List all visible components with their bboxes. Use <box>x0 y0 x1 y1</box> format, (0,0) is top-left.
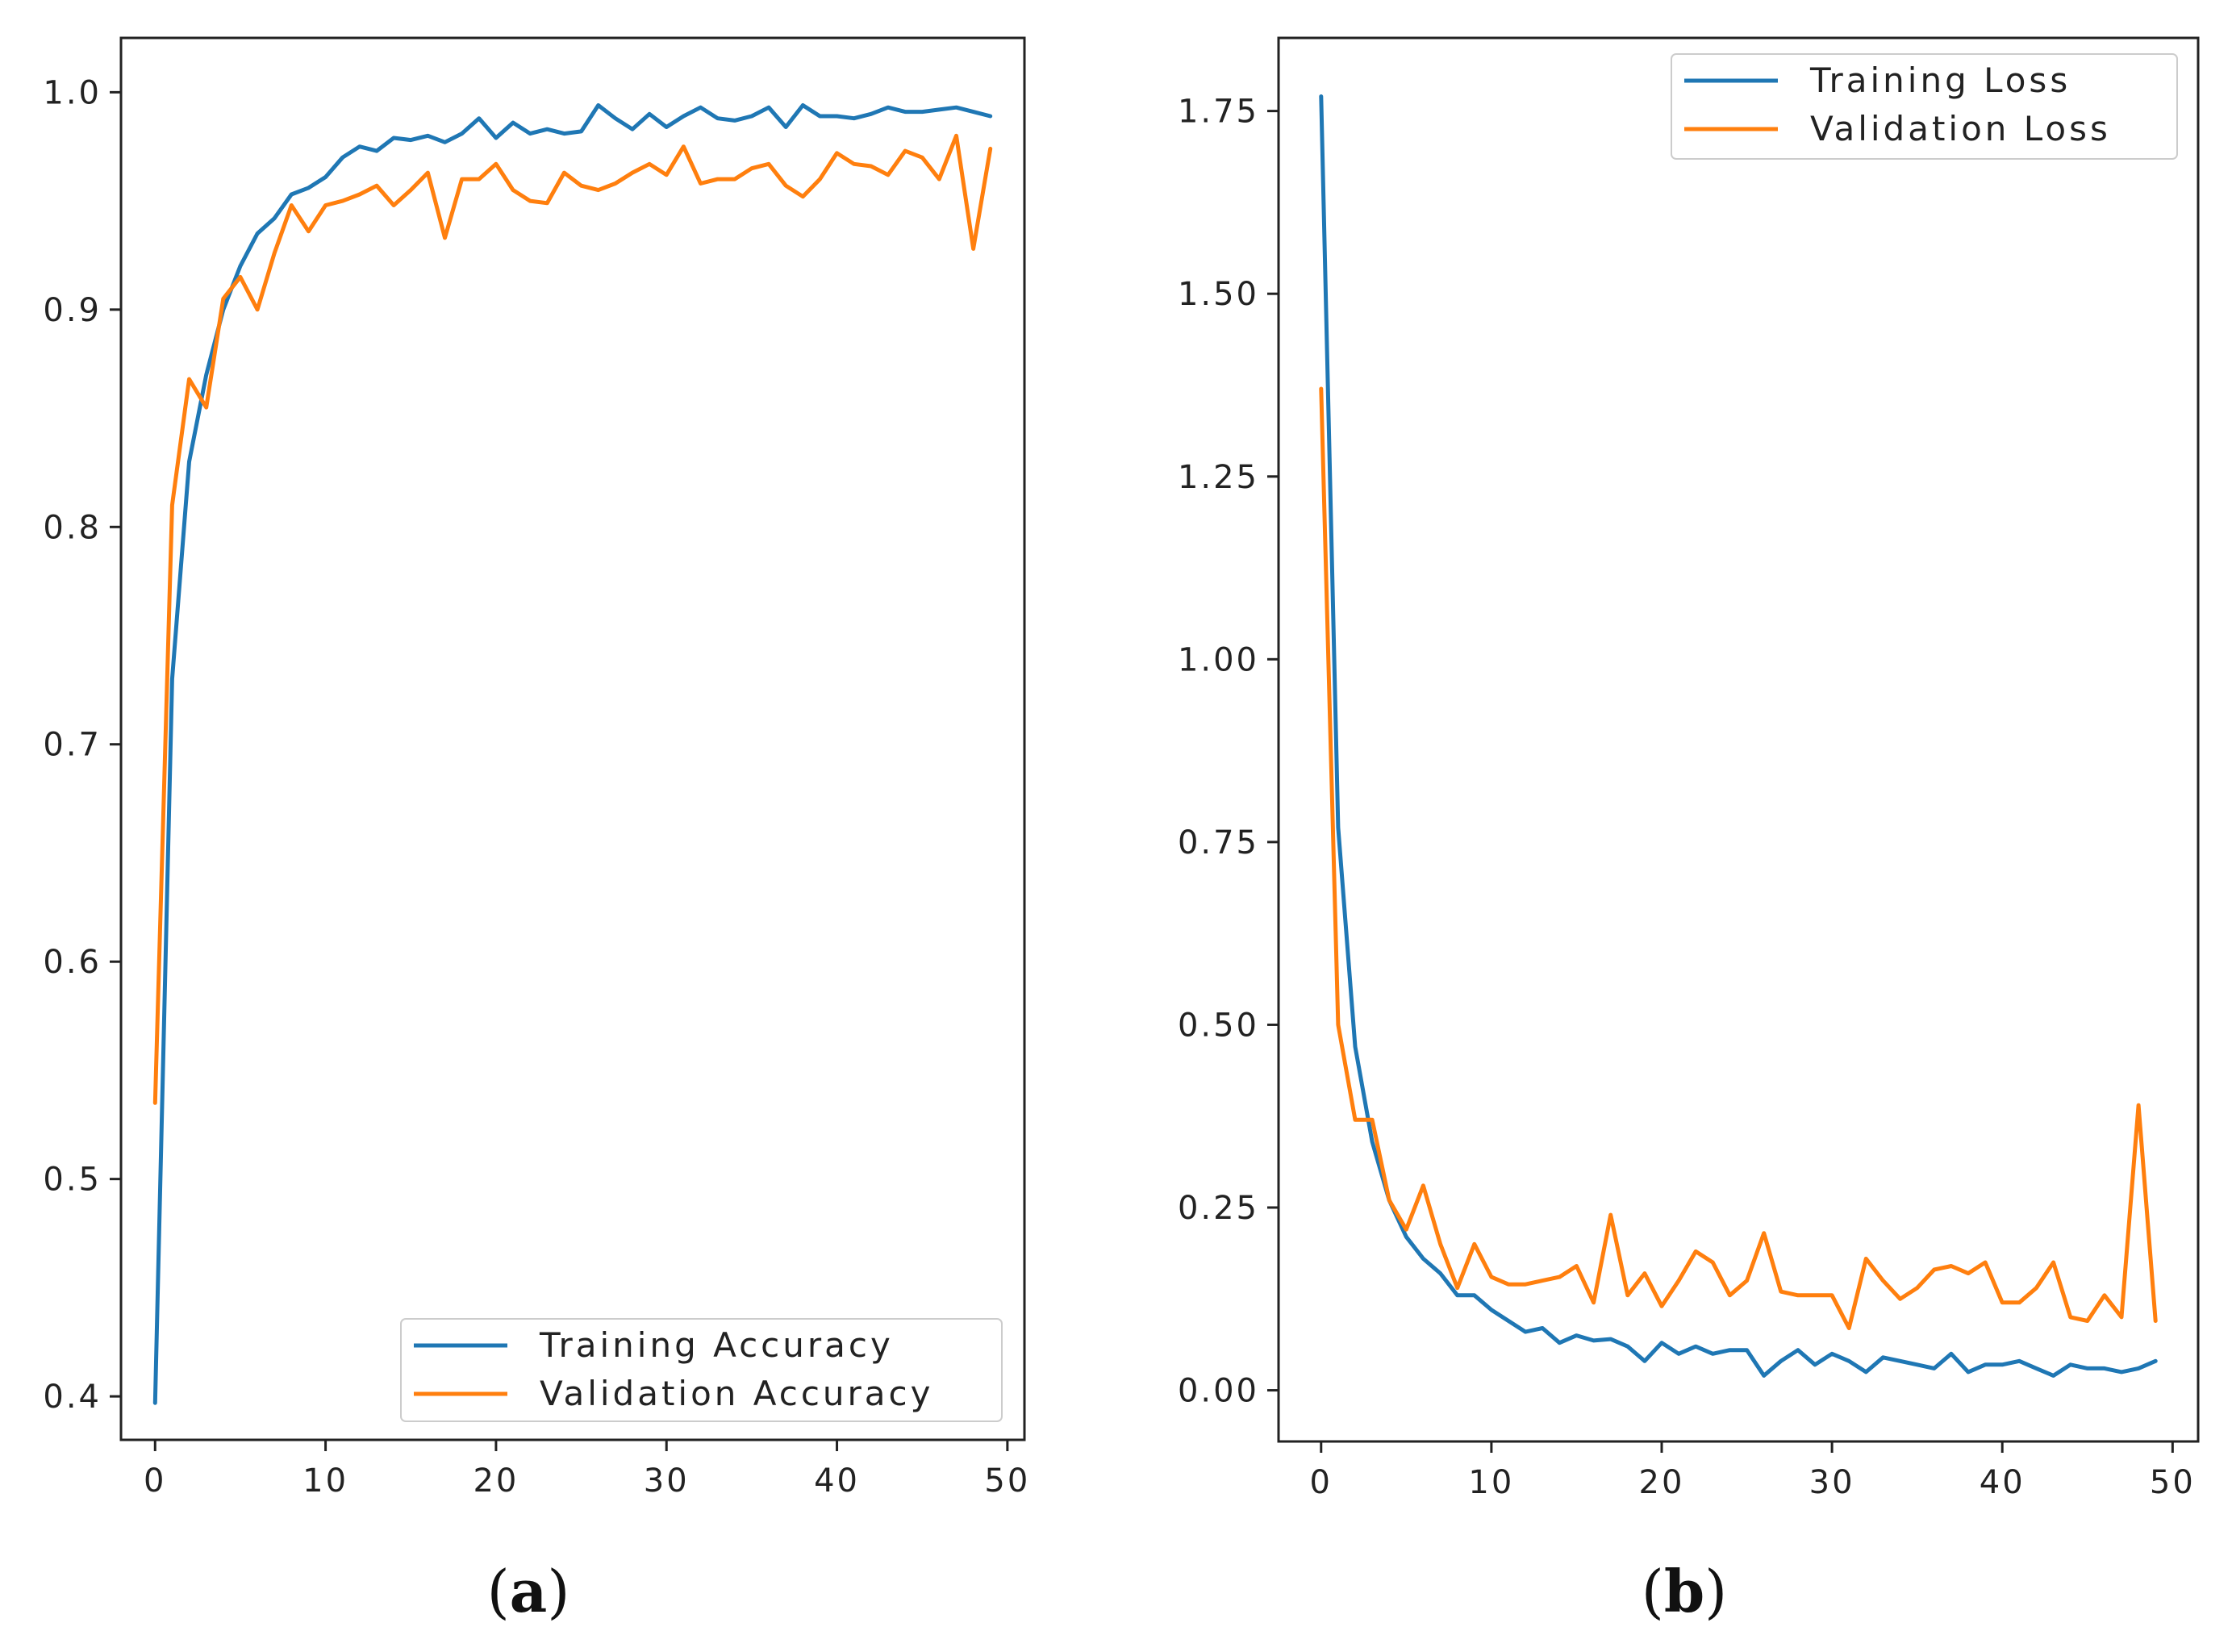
accuracy-plot-frame <box>119 36 1026 1441</box>
accuracy-xtick-label: 20 <box>473 1462 519 1500</box>
loss-y-axis: 0.00 0.25 0.50 0.75 1.00 1.25 1.50 1.75 <box>1178 94 1279 1410</box>
loss-ytick-label: 1.25 <box>1178 459 1259 496</box>
validation-loss-legend-label: Validation Loss <box>1810 109 2111 148</box>
accuracy-xtick-label: 30 <box>644 1462 690 1500</box>
loss-ytick-label: 1.75 <box>1178 94 1259 131</box>
accuracy-chart: 0.4 0.5 0.6 0.7 0.8 0.9 1.0 0 10 20 30 40 50 Traini… <box>43 36 1030 1500</box>
loss-plot-frame <box>1277 36 2200 1443</box>
caption-a-letter: a <box>510 1557 548 1625</box>
loss-lines <box>1319 94 2158 1378</box>
accuracy-xtick-label: 10 <box>302 1462 348 1500</box>
loss-xtick-label: 0 <box>1310 1464 1333 1501</box>
accuracy-ytick-label: 0.6 <box>43 944 102 981</box>
loss-chart: 0.00 0.25 0.50 0.75 1.00 1.25 1.50 1.75 0 10 20 30… <box>1178 36 2200 1501</box>
loss-xtick-label: 30 <box>1809 1464 1855 1501</box>
loss-ytick-label: 0.00 <box>1178 1373 1259 1410</box>
accuracy-xtick-label: 0 <box>144 1462 166 1500</box>
caption-a: (a) <box>487 1557 570 1625</box>
loss-x-axis: 0 10 20 30 40 50 <box>1310 1441 2196 1501</box>
loss-ytick-label: 0.75 <box>1178 824 1259 861</box>
validation-accuracy-line <box>152 133 993 1105</box>
accuracy-ytick-label: 1.0 <box>43 74 102 111</box>
accuracy-ytick-label: 0.7 <box>43 727 102 764</box>
accuracy-xtick-label: 40 <box>814 1462 860 1500</box>
loss-xtick-label: 40 <box>1980 1464 2025 1501</box>
loss-legend: Training Loss Validation Loss <box>1671 53 2178 160</box>
training-accuracy-legend-label: Training Accuracy <box>539 1325 894 1365</box>
loss-xtick-label: 20 <box>1639 1464 1685 1501</box>
loss-xtick-label: 50 <box>2150 1464 2196 1501</box>
accuracy-y-axis: 0.4 0.5 0.6 0.7 0.8 0.9 1.0 <box>43 74 121 1416</box>
accuracy-ytick-label: 0.9 <box>43 292 102 329</box>
accuracy-legend: Training Accuracy Validation Accuracy <box>400 1318 1003 1422</box>
loss-xtick-label: 10 <box>1468 1464 1514 1501</box>
training-loss-line <box>1319 94 2158 1378</box>
accuracy-x-axis: 0 10 20 30 40 50 <box>144 1440 1030 1500</box>
caption-b: (b) <box>1642 1557 1728 1625</box>
accuracy-legend-box <box>400 1318 1003 1422</box>
loss-legend-box <box>1671 53 2178 160</box>
accuracy-xtick-label: 50 <box>984 1462 1030 1500</box>
accuracy-ytick-label: 0.8 <box>43 509 102 546</box>
validation-accuracy-legend-label: Validation Accuracy <box>540 1374 934 1413</box>
caption-b-letter: b <box>1664 1557 1704 1625</box>
training-accuracy-line <box>152 103 993 1405</box>
training-loss-legend-label: Training Loss <box>1809 60 2071 100</box>
loss-ytick-label: 1.00 <box>1178 641 1259 678</box>
validation-loss-line <box>1319 386 2158 1330</box>
accuracy-ytick-label: 0.5 <box>43 1162 102 1199</box>
accuracy-ytick-label: 0.4 <box>43 1379 102 1416</box>
loss-ytick-label: 1.50 <box>1178 276 1259 313</box>
loss-ytick-label: 0.25 <box>1178 1190 1259 1227</box>
loss-ytick-label: 0.50 <box>1178 1007 1259 1044</box>
accuracy-lines <box>152 103 993 1405</box>
